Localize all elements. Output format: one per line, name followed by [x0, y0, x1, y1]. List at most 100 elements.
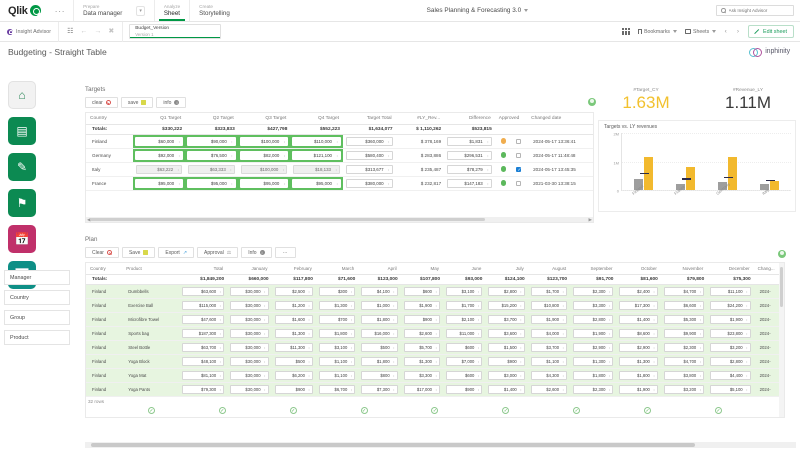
plan-cell-month-3[interactable]: $800 [358, 368, 401, 383]
plan-cell-month-1[interactable]: $2,500 [271, 284, 316, 299]
plan-col-may[interactable]: May [400, 263, 444, 275]
plan-cell-month-9[interactable]: $1,300 [616, 354, 661, 369]
total-input[interactable]: $81,100 [181, 371, 225, 380]
approve-icon[interactable]: ✓ [147, 407, 155, 414]
plan-info-button[interactable]: Info i [241, 247, 272, 258]
plan-cell-month-4[interactable]: $5,700 [400, 340, 444, 355]
plan-cell-month-11[interactable]: $2,800 [707, 354, 754, 369]
plan-cell-month-10[interactable]: $5,300 [660, 312, 708, 327]
month-input[interactable]: $3,300 [573, 301, 614, 310]
nav-item-storytelling[interactable]: Create Storytelling [189, 0, 239, 21]
plan-cell-month-5[interactable]: $1,700 [443, 298, 486, 313]
plan-cell-month-3[interactable]: $16,000 [358, 326, 401, 341]
targets-cell-q1[interactable]: $95,000 [132, 176, 186, 191]
targets-col-changed-date[interactable]: Changed date [527, 113, 593, 125]
month-input[interactable]: $1,300 [274, 329, 313, 338]
total-input[interactable]: $48,100 [181, 357, 225, 366]
targets-cell-total[interactable]: $313,677 [342, 162, 396, 177]
targets-cell-difference[interactable]: $147,183 [444, 176, 495, 191]
month-input[interactable]: $30,000 [230, 343, 269, 352]
month-input[interactable]: $1,900 [619, 385, 658, 394]
month-input[interactable]: $8,600 [619, 329, 658, 338]
targets-col-q1[interactable]: Q1 Target [132, 113, 186, 125]
plan-cell-month-1[interactable]: $500 [271, 354, 316, 369]
qlik-logo[interactable]: Qlik [0, 0, 47, 21]
month-input[interactable]: $11,300 [274, 343, 313, 352]
total-input[interactable]: $313,677 [345, 165, 393, 174]
plan-cell-month-6[interactable]: $1,500 [485, 340, 528, 355]
nav-more-icon[interactable]: ··· [54, 5, 66, 16]
approved-checkbox[interactable] [516, 138, 522, 144]
month-input[interactable]: $1,700 [446, 301, 483, 310]
plan-cell-month-7[interactable]: $4,000 [527, 326, 571, 341]
plan-cell-month-5[interactable]: $3,100 [443, 284, 486, 299]
plan-cell-month-5[interactable]: $600 [443, 368, 486, 383]
targets-save-button[interactable]: save [120, 97, 154, 108]
month-input[interactable]: $3,200 [710, 343, 751, 352]
plan-cell-month-10[interactable]: $4,700 [660, 354, 708, 369]
plan-cell-month-1[interactable]: $6,200 [271, 368, 316, 383]
targets-cell-q3[interactable]: $82,000 [237, 148, 291, 163]
plan-cell-month-11[interactable]: $11,100 [707, 284, 754, 299]
targets-col-q4[interactable]: Q4 Target [290, 113, 343, 125]
month-input[interactable]: $1,700 [530, 287, 568, 296]
total-input[interactable]: $380,000 [345, 179, 393, 188]
approve-icon[interactable]: ✓ [218, 407, 226, 414]
plan-cell-month-3[interactable]: $1,800 [358, 312, 401, 327]
plan-cell-month-10[interactable]: $2,300 [660, 340, 708, 355]
targets-cell-difference[interactable]: $78,279 [444, 162, 495, 177]
targets-clear-button[interactable]: clear [85, 97, 118, 108]
month-input[interactable]: $1,200 [274, 301, 313, 310]
plan-cell-month-7[interactable]: $3,700 [527, 340, 571, 355]
plan-cell-month-3[interactable]: $1,800 [358, 354, 401, 369]
edit-sheet-button[interactable]: Edit sheet [748, 25, 794, 38]
plan-cell-month-3[interactable]: $1,000 [358, 298, 401, 313]
table-row[interactable]: Italy $63,222 $63,333 $100,000 $18,133 $… [86, 162, 593, 177]
month-input[interactable]: $1,100 [318, 357, 356, 366]
plan-cell-month-11[interactable]: $24,200 [707, 298, 754, 313]
plan-cell-month-9[interactable]: $8,600 [616, 326, 661, 341]
targets-cell-total[interactable]: $360,000 [342, 134, 396, 149]
plan-cell-month-6[interactable]: $3,600 [485, 326, 528, 341]
month-input[interactable]: $30,000 [230, 385, 269, 394]
plan-cell-month-7[interactable]: $1,700 [527, 284, 571, 299]
month-input[interactable]: $500 [361, 343, 398, 352]
plan-col-changed[interactable]: Chang... [753, 263, 784, 275]
filter-group[interactable]: Group [4, 310, 70, 325]
plan-cell-month-0[interactable]: $30,000 [227, 368, 272, 383]
total-input[interactable]: $63,600 [181, 287, 225, 296]
plan-cell-total[interactable]: $48,100 [178, 354, 228, 369]
insight-advisor-search[interactable] [716, 5, 794, 16]
month-input[interactable]: $4,300 [530, 371, 568, 380]
month-input[interactable]: $5,100 [710, 385, 751, 394]
q4-input[interactable]: $95,000 [292, 179, 341, 188]
month-input[interactable]: $3,600 [488, 329, 525, 338]
month-input[interactable]: $6,200 [274, 371, 313, 380]
plan-col-total[interactable]: Total [178, 263, 228, 275]
plan-cell-month-7[interactable]: $10,800 [527, 298, 571, 313]
month-input[interactable]: $300 [318, 287, 356, 296]
plan-cell-month-6[interactable]: $1,400 [485, 382, 528, 397]
approve-icon[interactable]: ✓ [644, 407, 652, 414]
month-input[interactable]: $1,600 [274, 315, 313, 324]
previous-sheet-button[interactable]: ‹ [724, 28, 727, 35]
table-row[interactable]: Germany $92,000 $76,500 $82,000 $121,100… [86, 148, 593, 163]
month-input[interactable]: $2,800 [573, 315, 614, 324]
plan-cell-month-0[interactable]: $30,000 [227, 382, 272, 397]
plan-clear-button[interactable]: Clear [85, 247, 119, 258]
filter-manager[interactable]: Manager [4, 270, 70, 285]
plan-cell-month-4[interactable]: $2,600 [400, 326, 444, 341]
month-input[interactable]: $15,200 [488, 301, 525, 310]
plan-cell-month-8[interactable]: $1,900 [570, 326, 617, 341]
plan-cell-month-1[interactable]: $11,300 [271, 340, 316, 355]
table-row[interactable]: France $95,000 $95,000 $95,000 $95,000 $… [86, 176, 593, 191]
plan-col-october[interactable]: October [616, 263, 661, 275]
month-input[interactable]: $1,800 [573, 371, 614, 380]
plan-cell-month-1[interactable]: $1,300 [271, 326, 316, 341]
plan-cell-month-8[interactable]: $2,900 [570, 340, 617, 355]
plan-cell-month-8[interactable]: $3,300 [570, 298, 617, 313]
plan-cell-total[interactable]: $79,300 [178, 382, 228, 397]
month-input[interactable]: $30,000 [230, 315, 269, 324]
